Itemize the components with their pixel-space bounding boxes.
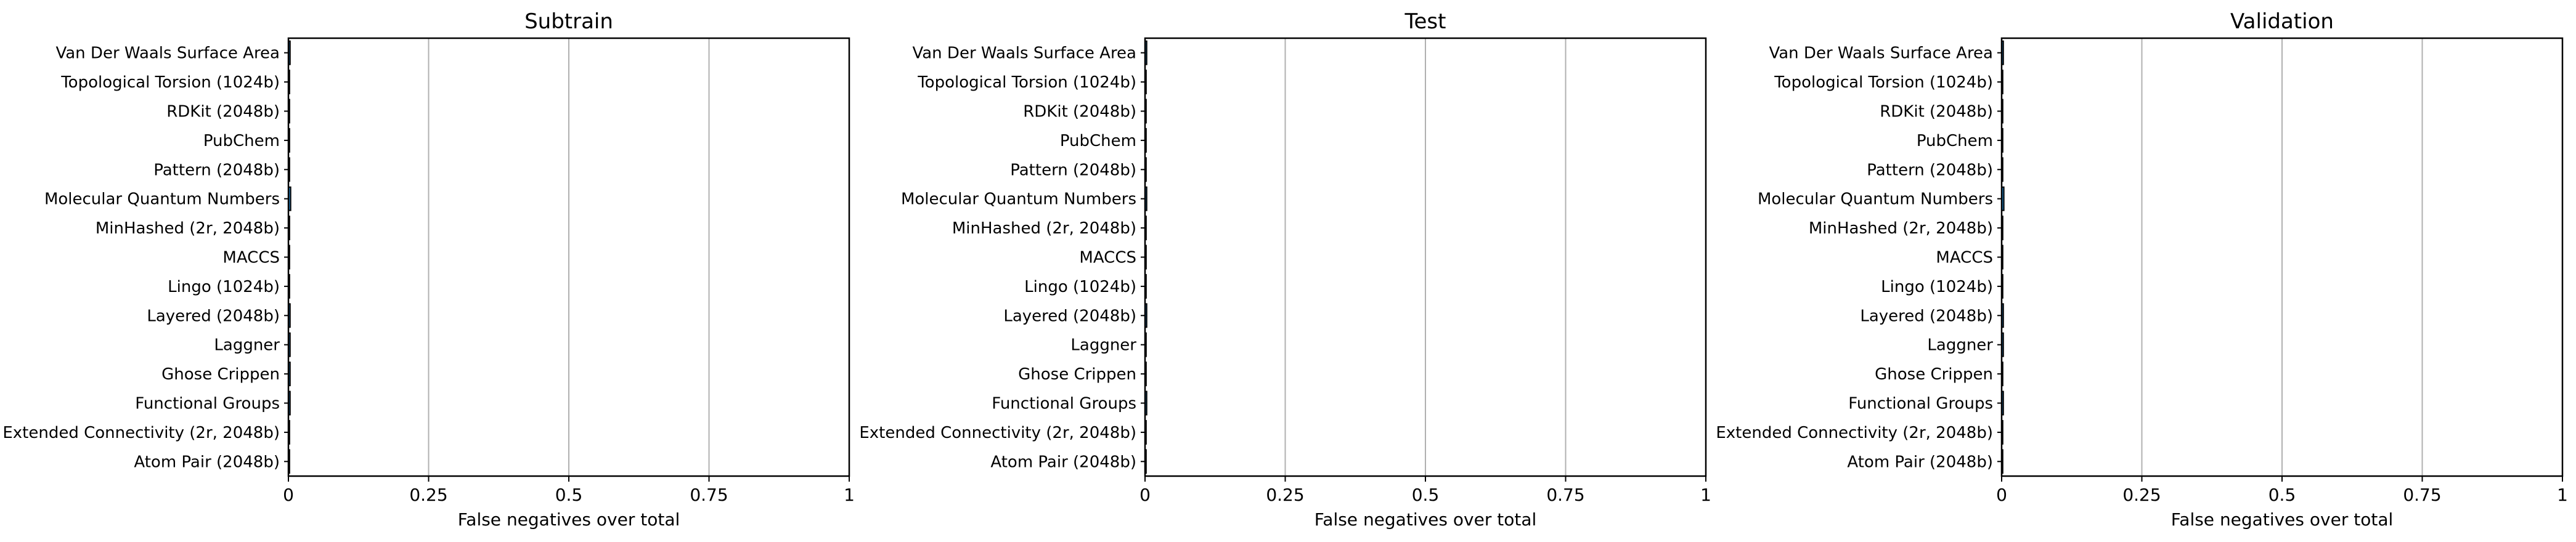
y-tick-label: Molecular Quantum Numbers	[1758, 190, 1993, 209]
x-tick-label: 0.5	[555, 485, 583, 505]
x-axis-label: False negatives over total	[1314, 509, 1537, 530]
x-tick-label: 1	[1700, 485, 1711, 505]
grid	[1284, 38, 1567, 476]
y-tick-label: MACCS	[1079, 249, 1136, 267]
x-tick-label: 0	[283, 485, 294, 505]
y-tick-label: MinHashed (2r, 2048b)	[952, 219, 1136, 238]
y-tick-label: Lingo (1024b)	[1881, 278, 1993, 296]
chart-title: Test	[1404, 9, 1446, 34]
y-tick-label: Atom Pair (2048b)	[1847, 453, 1993, 471]
y-tick-label: PubChem	[1060, 132, 1136, 150]
y-tick-label: Ghose Crippen	[1018, 365, 1136, 384]
y-tick-label: Extended Connectivity (2r, 2048b)	[1716, 424, 1993, 442]
y-tick-label: Functional Groups	[135, 395, 280, 413]
x-tick-label: 0.75	[2403, 485, 2441, 505]
y-tick-label: Lingo (1024b)	[168, 278, 280, 296]
chart-title: Validation	[2230, 9, 2334, 34]
y-tick-label: RDKit (2048b)	[1880, 103, 1993, 121]
y-tick-label: Atom Pair (2048b)	[134, 453, 280, 471]
y-tick-label: Extended Connectivity (2r, 2048b)	[2, 424, 280, 442]
x-tick-label: 0.25	[409, 485, 447, 505]
y-tick-label: MinHashed (2r, 2048b)	[1809, 219, 1993, 238]
y-tick-label: RDKit (2048b)	[1023, 103, 1136, 121]
subplot-subtrain: Subtrain False negatives over total Van …	[2, 9, 855, 530]
y-tick-label: Layered (2048b)	[1003, 307, 1136, 325]
x-tick-label: 0	[1139, 485, 1151, 505]
subplot-validation: Validation False negatives over total Va…	[1716, 9, 2568, 530]
y-tick-label: Van Der Waals Surface Area	[912, 44, 1136, 63]
y-tick-label: Van Der Waals Surface Area	[1769, 44, 1993, 63]
subplot-test: Test False negatives over total Van Der …	[859, 9, 1711, 530]
x-tick-label: 0	[1996, 485, 2007, 505]
y-tick-label: PubChem	[1917, 132, 1993, 150]
x-tick-label: 0.5	[2268, 485, 2296, 505]
y-tick-label: MACCS	[222, 249, 280, 267]
x-tick-label: 0.75	[690, 485, 728, 505]
x-tick-label: 0.5	[1412, 485, 1440, 505]
y-tick-label: Van Der Waals Surface Area	[55, 44, 280, 63]
x-tick-label: 0.75	[1546, 485, 1584, 505]
grid	[2141, 38, 2423, 476]
y-tick-label: Topological Torsion (1024b)	[1774, 73, 1993, 92]
y-tick-label: Extended Connectivity (2r, 2048b)	[859, 424, 1136, 442]
grid	[428, 38, 710, 476]
y-tick-label: MACCS	[1936, 249, 1993, 267]
y-tick-label: Laggner	[1927, 336, 1993, 355]
y-tick-label: Atom Pair (2048b)	[990, 453, 1136, 471]
y-tick-label: Pattern (2048b)	[1010, 161, 1136, 179]
y-tick-label: Layered (2048b)	[1860, 307, 1993, 325]
y-tick-label: Functional Groups	[1848, 395, 1993, 413]
y-tick-label: Layered (2048b)	[147, 307, 280, 325]
x-axis-label: False negatives over total	[2171, 509, 2394, 530]
x-tick-label: 1	[844, 485, 855, 505]
y-tick-label: Topological Torsion (1024b)	[60, 73, 280, 92]
y-tick-label: Pattern (2048b)	[1867, 161, 1993, 179]
y-tick-label: MinHashed (2r, 2048b)	[96, 219, 280, 238]
y-tick-label: Laggner	[1070, 336, 1136, 355]
y-tick-label: Ghose Crippen	[161, 365, 280, 384]
y-tick-label: Functional Groups	[992, 395, 1136, 413]
y-tick-label: Pattern (2048b)	[153, 161, 280, 179]
y-tick-label: Molecular Quantum Numbers	[901, 190, 1136, 209]
x-tick-label: 0.25	[1266, 485, 1304, 505]
y-tick-label: RDKit (2048b)	[166, 103, 280, 121]
x-axis-label: False negatives over total	[458, 509, 680, 530]
y-tick-label: Lingo (1024b)	[1024, 278, 1136, 296]
y-tick-label: Molecular Quantum Numbers	[44, 190, 280, 209]
y-tick-label: PubChem	[203, 132, 280, 150]
y-tick-label: Laggner	[214, 336, 280, 355]
y-tick-label: Topological Torsion (1024b)	[917, 73, 1136, 92]
x-tick-label: 0.25	[2122, 485, 2161, 505]
x-tick-label: 1	[2557, 485, 2568, 505]
y-tick-label: Ghose Crippen	[1875, 365, 1993, 384]
chart-title: Subtrain	[524, 9, 613, 34]
